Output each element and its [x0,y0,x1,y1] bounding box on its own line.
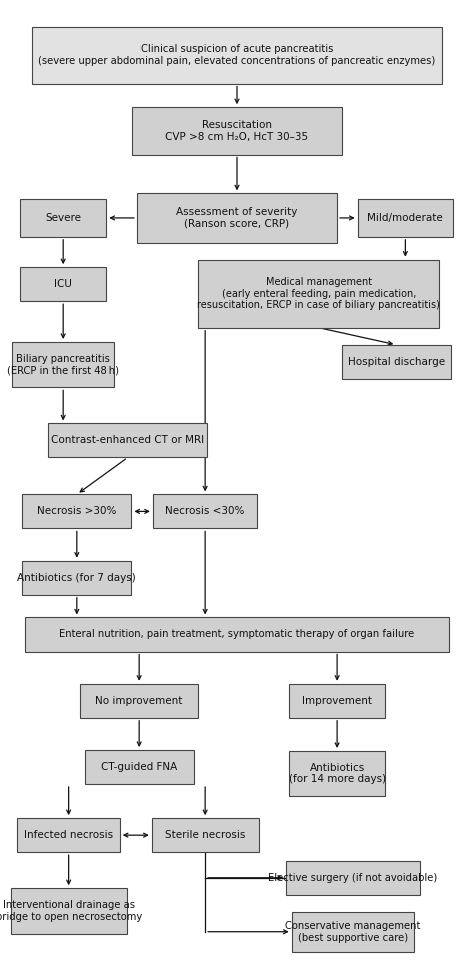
FancyBboxPatch shape [22,495,131,528]
FancyBboxPatch shape [289,684,385,718]
Text: Mild/moderate: Mild/moderate [367,213,443,223]
Text: Sterile necrosis: Sterile necrosis [165,830,246,840]
FancyBboxPatch shape [152,818,259,852]
FancyBboxPatch shape [286,861,420,895]
FancyBboxPatch shape [357,199,453,237]
FancyBboxPatch shape [342,345,451,379]
FancyBboxPatch shape [22,560,131,595]
Text: Biliary pancreatitis
(ERCP in the first 48 h): Biliary pancreatitis (ERCP in the first … [7,354,119,376]
Text: Antibiotics
(for 14 more days): Antibiotics (for 14 more days) [289,763,386,784]
Text: Hospital discharge: Hospital discharge [348,356,445,367]
FancyBboxPatch shape [132,107,342,155]
Text: No improvement: No improvement [95,696,183,706]
FancyBboxPatch shape [32,27,442,83]
FancyBboxPatch shape [20,268,106,301]
Text: Resuscitation
CVP >8 cm H₂O, HcT 30–35: Resuscitation CVP >8 cm H₂O, HcT 30–35 [165,120,309,142]
Text: Elective surgery (if not avoidable): Elective surgery (if not avoidable) [268,872,438,883]
FancyBboxPatch shape [10,888,127,933]
Text: Assessment of severity
(Ranson score, CRP): Assessment of severity (Ranson score, CR… [176,207,298,229]
FancyBboxPatch shape [137,193,337,242]
Text: Antibiotics (for 7 days): Antibiotics (for 7 days) [18,573,136,582]
Text: Medical management
(early enteral feeding, pain medication,
resuscitation, ERCP : Medical management (early enteral feedin… [198,277,440,310]
Text: Contrast-enhanced CT or MRI: Contrast-enhanced CT or MRI [51,436,204,445]
FancyBboxPatch shape [84,750,194,784]
Text: Severe: Severe [45,213,81,223]
FancyBboxPatch shape [26,617,448,651]
Text: Clinical suspicion of acute pancreatitis
(severe upper abdominal pain, elevated : Clinical suspicion of acute pancreatitis… [38,44,436,66]
FancyBboxPatch shape [153,495,257,528]
FancyBboxPatch shape [289,751,385,796]
FancyBboxPatch shape [80,684,198,718]
Text: Improvement: Improvement [302,696,372,706]
FancyBboxPatch shape [18,818,120,852]
FancyBboxPatch shape [198,260,439,327]
Text: Conservative management
(best supportive care): Conservative management (best supportive… [285,921,421,943]
Text: Necrosis <30%: Necrosis <30% [165,506,245,517]
FancyBboxPatch shape [48,423,208,458]
Text: Enteral nutrition, pain treatment, symptomatic therapy of organ failure: Enteral nutrition, pain treatment, sympt… [59,630,415,639]
Text: CT-guided FNA: CT-guided FNA [101,762,177,772]
Text: Infected necrosis: Infected necrosis [24,830,113,840]
FancyBboxPatch shape [292,912,414,952]
FancyBboxPatch shape [12,342,114,387]
FancyBboxPatch shape [20,199,106,237]
Text: Interventional drainage as
bridge to open necrosectomy: Interventional drainage as bridge to ope… [0,900,142,922]
Text: ICU: ICU [54,279,72,289]
Text: Necrosis >30%: Necrosis >30% [37,506,117,517]
